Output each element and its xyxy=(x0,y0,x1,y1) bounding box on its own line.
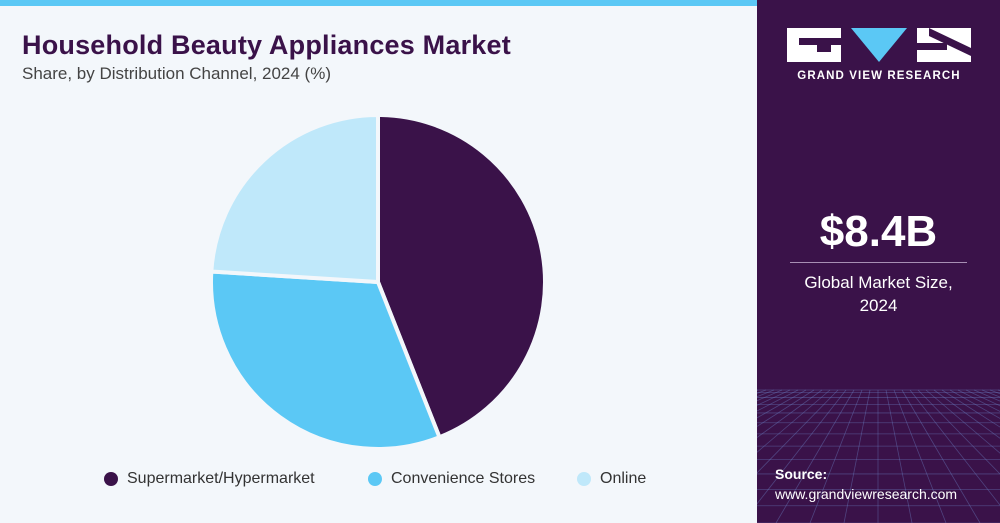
chart-subtitle: Share, by Distribution Channel, 2024 (%) xyxy=(22,64,331,83)
chart-legend: Supermarket/Hypermarket Convenience Stor… xyxy=(0,470,757,500)
kpi-divider xyxy=(790,262,967,263)
market-size-label: Global Market Size, 2024 xyxy=(757,271,1000,317)
logo-wordmark: GRAND VIEW RESEARCH xyxy=(797,70,961,82)
legend-swatch-convenience xyxy=(368,472,382,486)
pie-slice-online xyxy=(209,113,380,284)
pie-slice-supermarket xyxy=(376,113,547,440)
pie-chart xyxy=(209,113,547,451)
chart-title: Household Beauty Appliances Market xyxy=(22,30,511,60)
legend-item-supermarket: Supermarket/Hypermarket xyxy=(104,470,315,488)
logo-mark-icon xyxy=(787,28,971,62)
market-size-value: $8.4B xyxy=(819,207,938,256)
legend-swatch-supermarket xyxy=(104,472,118,486)
legend-swatch-online xyxy=(577,472,591,486)
chart-panel: Household Beauty Appliances Market Share… xyxy=(0,0,757,523)
legend-label-supermarket: Supermarket/Hypermarket xyxy=(127,470,315,487)
legend-label-online: Online xyxy=(600,470,647,487)
legend-label-convenience: Convenience Stores xyxy=(391,470,536,487)
decorative-grid-graphic xyxy=(757,389,1000,523)
pie-slice-convenience xyxy=(209,269,442,451)
grid-lines xyxy=(757,389,1000,523)
source-url: www.grandviewresearch.com xyxy=(775,486,958,502)
source-label: Source: xyxy=(775,466,828,482)
top-accent-bar xyxy=(0,0,757,6)
market-size-label-line1: Global Market Size, xyxy=(804,273,953,292)
legend-item-convenience: Convenience Stores xyxy=(368,470,535,488)
grand-view-research-logo: GRAND VIEW RESEARCH xyxy=(787,26,971,96)
market-size-label-line2: 2024 xyxy=(859,296,898,315)
legend-item-online: Online xyxy=(577,470,646,488)
summary-sidebar: GRAND VIEW RESEARCH $8.4B Global Market … xyxy=(757,0,1000,523)
